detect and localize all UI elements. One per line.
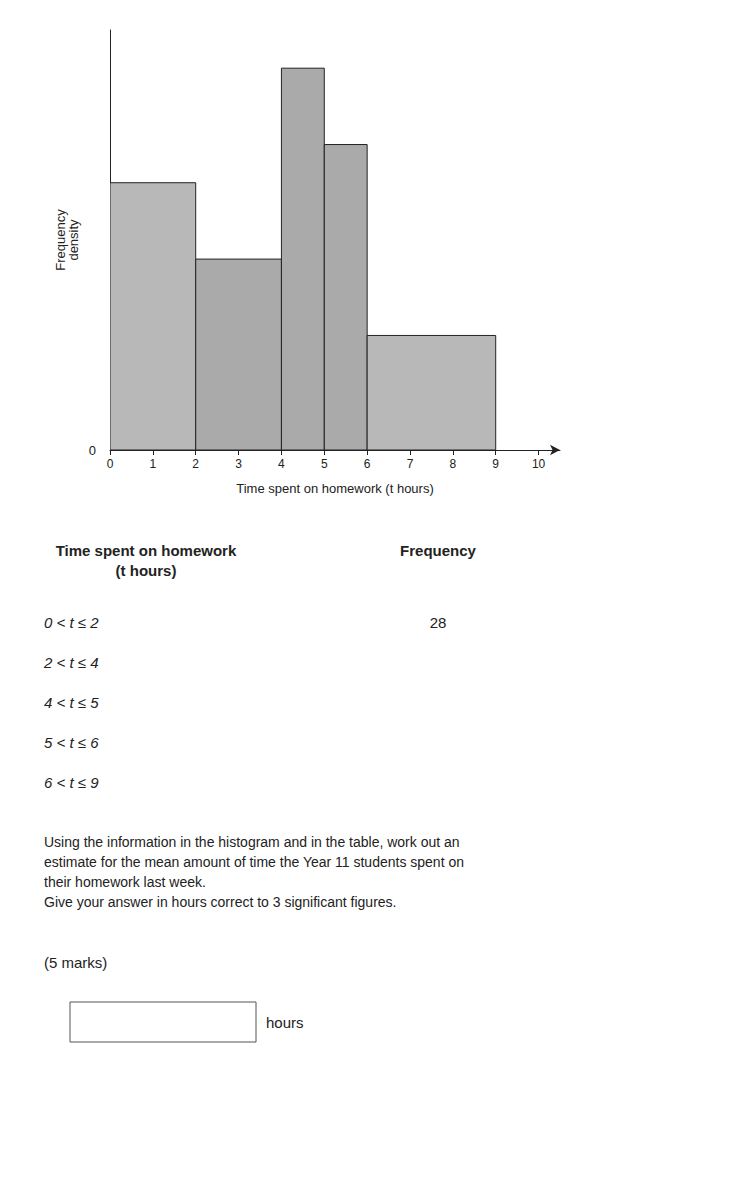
svg-text:Time spent on homework (t hour: Time spent on homework (t hours) xyxy=(236,481,433,496)
svg-text:Using the information in the h: Using the information in the histogram a… xyxy=(44,834,460,850)
svg-text:Time spent on homework: Time spent on homework xyxy=(56,542,237,559)
svg-text:5 < t ≤ 6: 5 < t ≤ 6 xyxy=(44,734,99,751)
svg-text:8: 8 xyxy=(450,457,457,471)
svg-text:5: 5 xyxy=(321,457,328,471)
svg-text:6: 6 xyxy=(364,457,371,471)
svg-text:28: 28 xyxy=(430,614,447,631)
svg-text:density: density xyxy=(66,219,81,261)
svg-text:0: 0 xyxy=(89,443,96,458)
svg-text:7: 7 xyxy=(407,457,414,471)
svg-text:6 < t ≤ 9: 6 < t ≤ 9 xyxy=(44,774,99,791)
svg-text:0: 0 xyxy=(107,457,114,471)
svg-text:Give your answer in hours corr: Give your answer in hours correct to 3 s… xyxy=(44,894,397,910)
svg-text:hours: hours xyxy=(266,1014,304,1031)
svg-text:2 < t ≤ 4: 2 < t ≤ 4 xyxy=(43,654,99,671)
svg-text:Frequency: Frequency xyxy=(53,209,68,271)
svg-text:Frequency: Frequency xyxy=(400,542,477,559)
svg-text:(5 marks): (5 marks) xyxy=(44,954,107,971)
svg-text:3: 3 xyxy=(235,457,242,471)
svg-text:2: 2 xyxy=(192,457,199,471)
svg-text:10: 10 xyxy=(532,457,546,471)
svg-text:0 < t ≤ 2: 0 < t ≤ 2 xyxy=(44,614,99,631)
svg-text:their homework last week.: their homework last week. xyxy=(44,874,206,890)
svg-text:4: 4 xyxy=(278,457,285,471)
svg-text:4 < t ≤ 5: 4 < t ≤ 5 xyxy=(44,694,99,711)
svg-text:(t hours): (t hours) xyxy=(116,562,177,579)
svg-text:estimate for the mean amount o: estimate for the mean amount of time the… xyxy=(44,854,464,870)
svg-text:9: 9 xyxy=(492,457,499,471)
svg-text:1: 1 xyxy=(150,457,157,471)
